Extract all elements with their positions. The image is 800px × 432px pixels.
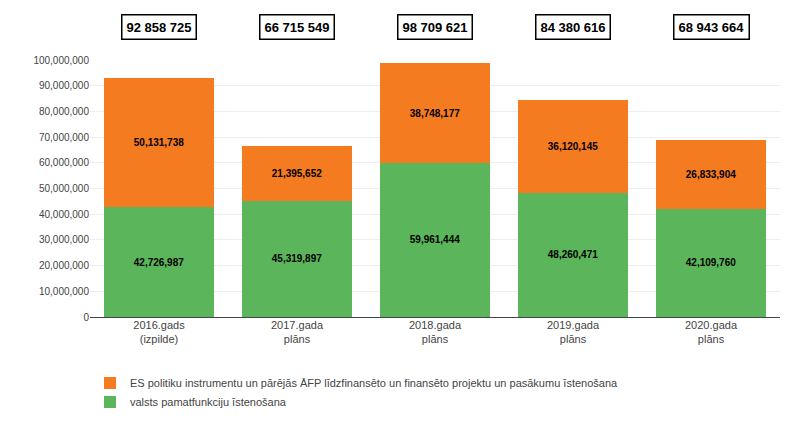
svg-text:59,961,444: 59,961,444 [410,234,460,245]
svg-text:21,395,652: 21,395,652 [272,168,322,179]
svg-text:70,000,000: 70,000,000 [39,132,89,143]
svg-text:45,319,897: 45,319,897 [272,253,322,264]
svg-text:80,000,000: 80,000,000 [39,106,89,117]
svg-text:0: 0 [83,312,89,323]
svg-text:66 715 549: 66 715 549 [265,20,330,35]
svg-text:26,833,904: 26,833,904 [686,169,736,180]
svg-text:42,109,760: 42,109,760 [686,257,736,268]
svg-text:42,726,987: 42,726,987 [134,257,184,268]
svg-text:68 943 664: 68 943 664 [679,20,745,35]
svg-text:92 858 725: 92 858 725 [127,20,192,35]
svg-text:2020.gadaplāns: 2020.gadaplāns [685,319,738,345]
svg-text:20,000,000: 20,000,000 [39,260,89,271]
svg-text:60,000,000: 60,000,000 [39,157,89,168]
svg-text:2018.gadaplāns: 2018.gadaplāns [409,319,462,345]
svg-text:valsts pamatfunkciju īstenošan: valsts pamatfunkciju īstenošana [130,396,287,408]
svg-text:50,000,000: 50,000,000 [39,183,89,194]
svg-text:48,260,471: 48,260,471 [548,249,598,260]
svg-text:10,000,000: 10,000,000 [39,286,89,297]
svg-text:84 380 616: 84 380 616 [541,20,606,35]
svg-text:ES politiku instrumentu un pār: ES politiku instrumentu un pārējās ĀFP l… [130,377,618,389]
svg-text:2017.gadaplāns: 2017.gadaplāns [271,319,324,345]
svg-text:38,748,177: 38,748,177 [410,108,460,119]
svg-text:98 709 621: 98 709 621 [403,20,468,35]
svg-text:90,000,000: 90,000,000 [39,80,89,91]
svg-text:100,000,000: 100,000,000 [33,55,89,66]
svg-text:50,131,738: 50,131,738 [134,137,184,148]
svg-text:40,000,000: 40,000,000 [39,209,89,220]
svg-text:2019.gadaplāns: 2019.gadaplāns [547,319,600,345]
svg-text:30,000,000: 30,000,000 [39,234,89,245]
svg-text:36,120,145: 36,120,145 [548,141,598,152]
svg-text:2016.gads(izpilde): 2016.gads(izpilde) [133,319,185,345]
